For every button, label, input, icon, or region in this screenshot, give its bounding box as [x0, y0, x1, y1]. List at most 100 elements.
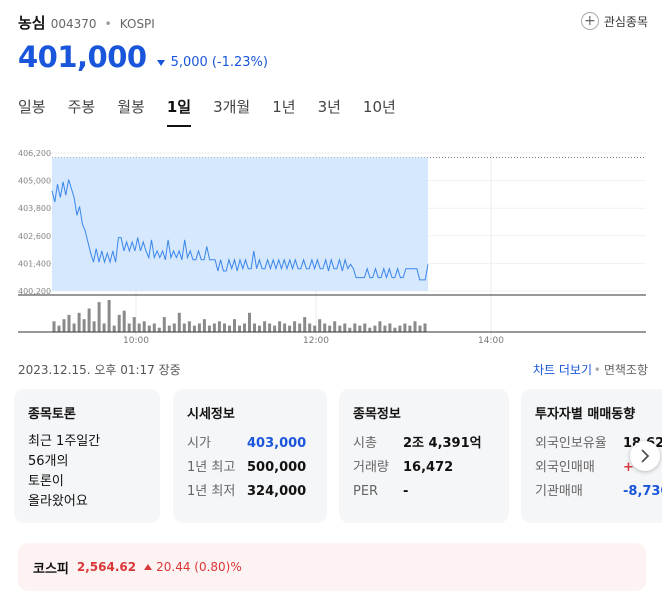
volume-bar [353, 323, 357, 332]
volume-bar [107, 300, 111, 332]
volume-bar [408, 325, 412, 332]
volume-bar [238, 325, 241, 332]
volume-bar [413, 321, 417, 332]
volume-bar [212, 323, 216, 332]
y-tick-label: 403,800 [18, 204, 51, 213]
index-change: 20.44 (0.80)% [144, 560, 242, 574]
volume-bar [57, 325, 61, 332]
volume-bar [223, 323, 226, 332]
period-tabs: 일봉 주봉 월봉 1일 3개월 1년 3년 10년 [18, 96, 418, 127]
volume-bar [177, 312, 181, 332]
row-value: 403,000 [247, 436, 307, 451]
price-line [51, 179, 429, 281]
volume-bar [328, 325, 332, 332]
volume-bar [202, 319, 206, 332]
investor-card[interactable]: 투자자별 매매동향 외국인보유율18.62외국인매매+기관매매-8,730 [521, 389, 662, 523]
disclaimer-link[interactable]: • 면책조항 [594, 361, 648, 378]
tab-7[interactable]: 10년 [362, 98, 396, 116]
tab-3[interactable]: 1일 [166, 96, 192, 127]
separator-dot: • [104, 17, 112, 31]
volume-bar [293, 321, 297, 332]
card-title: 시세정보 [187, 407, 235, 422]
volume-bar [313, 325, 317, 332]
quote-card[interactable]: 시세정보 시가 403,000 1년 최고 500,000 1년 최저 324,000 [173, 389, 327, 523]
volume-bar [52, 321, 56, 332]
price-chart[interactable]: 406,200 405,000 403,800 402,600 401,400 400,2… [0, 140, 662, 346]
volume-bar [228, 325, 231, 332]
current-price: 401,000 [18, 40, 147, 74]
stock-header: 농심 004370 • KOSPI + 관심종목 [18, 12, 648, 36]
volume-bar [167, 325, 171, 332]
volume-bar [72, 323, 76, 332]
volume-bar [308, 323, 312, 332]
volume-bar [157, 327, 161, 332]
card-row: 외국인매매 + [535, 456, 662, 480]
volume-bar [62, 319, 66, 332]
watchlist-label: 관심종목 [603, 14, 648, 29]
next-card-button[interactable] [630, 441, 660, 471]
tab-5[interactable]: 1년 [272, 98, 296, 116]
y-tick-label: 401,400 [18, 259, 51, 268]
card-row: 거래량 16,472 [353, 456, 495, 480]
chart-more-link[interactable]: 차트 더보기 [532, 363, 592, 377]
volume-bar [368, 327, 372, 332]
x-tick-label: 10:00 [123, 336, 149, 345]
volume-bar [182, 323, 186, 332]
volume-bar [318, 319, 322, 332]
volume-bar [393, 327, 397, 332]
up-triangle-icon [144, 564, 153, 570]
volume-bar [403, 323, 407, 332]
price-change: 5,000 (-1.23%) [156, 55, 268, 70]
index-bar[interactable]: 코스피 2,564.62 20.44 (0.80)% [18, 543, 646, 591]
tab-6[interactable]: 3년 [317, 98, 341, 116]
volume-bar [398, 325, 402, 332]
volume-bar [192, 325, 196, 332]
volume-bar [338, 325, 342, 332]
info-cards: 종목토론 최근 1주일간 56개의 토론이 올라왔어요 시세정보 시가 403,0… [14, 389, 662, 525]
row-value: - [403, 484, 409, 499]
volume-bar [348, 327, 352, 332]
volume-bar [263, 321, 267, 332]
volume-bar [233, 319, 236, 332]
tab-1[interactable]: 주봉 [67, 98, 96, 116]
card-title: 투자자별 매매동향 [535, 407, 636, 422]
volume-bar [363, 323, 367, 332]
volume-bar [303, 317, 307, 332]
volume-bar [97, 302, 101, 332]
volume-bar [323, 323, 327, 332]
price-row: 401,000 5,000 (-1.23%) [18, 40, 268, 74]
tab-2[interactable]: 월봉 [117, 98, 145, 116]
volume-bar [253, 323, 256, 332]
y-tick-label: 406,200 [18, 149, 51, 158]
tab-4[interactable]: 3개월 [213, 98, 251, 116]
row-label: 기관매매 [535, 484, 583, 499]
add-watchlist-button[interactable]: + 관심종목 [580, 12, 648, 30]
discussion-card[interactable]: 종목토론 최근 1주일간 56개의 토론이 올라왔어요 [14, 389, 160, 523]
row-label: 시가 [187, 436, 211, 451]
card-row: 1년 최저 324,000 [187, 480, 313, 504]
tab-0[interactable]: 일봉 [18, 98, 46, 116]
volume-bar [92, 321, 96, 332]
card-title: 종목토론 [28, 407, 76, 422]
volume-bar [288, 325, 292, 332]
volume-bar [217, 321, 221, 332]
volume-bar [187, 321, 191, 332]
volume-bar [77, 312, 81, 332]
volume-bar [273, 325, 277, 332]
volume-bar [102, 323, 106, 332]
volume-bar [283, 323, 287, 332]
y-tick-label: 400,200 [18, 287, 51, 296]
volume-bar [373, 325, 377, 332]
row-label: PER [353, 484, 379, 499]
volume-bar [343, 323, 347, 332]
volume-bar [358, 325, 362, 332]
volume-bar [117, 314, 121, 332]
volume-bar [82, 319, 86, 332]
row-label: 1년 최고 [187, 460, 236, 475]
volume-bar [132, 317, 136, 332]
volume-bar [207, 325, 211, 332]
stock-info-card[interactable]: 종목정보 시총 2조 4,391억 거래량 16,472 PER - [339, 389, 509, 523]
volume-bar [67, 314, 71, 332]
volume-bar [388, 323, 392, 332]
row-label: 거래량 [353, 460, 389, 475]
